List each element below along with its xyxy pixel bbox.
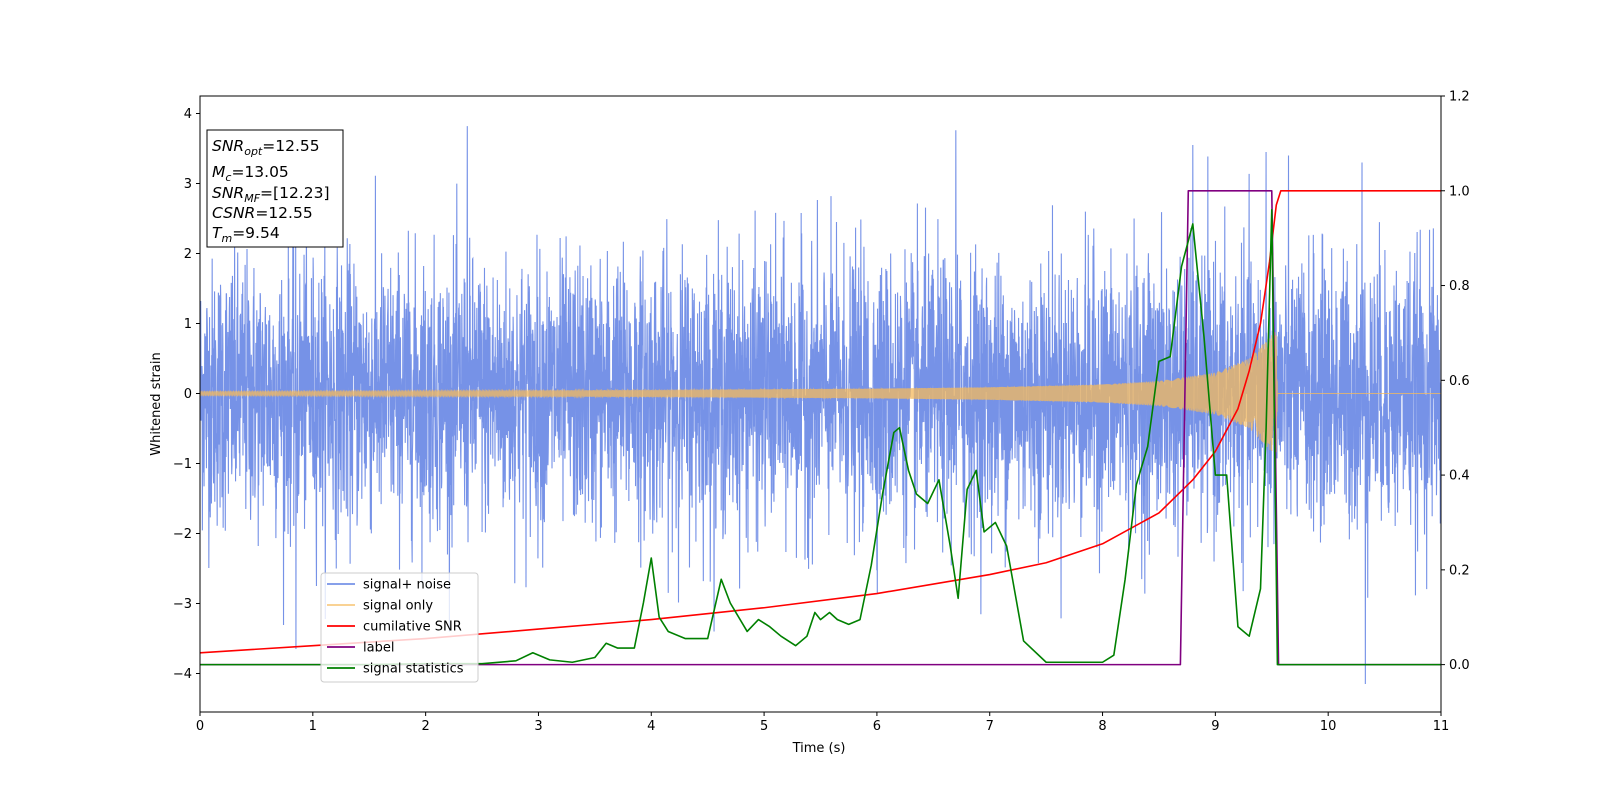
x-tick-label: 11	[1433, 719, 1450, 734]
x-tick-label: 10	[1320, 719, 1337, 734]
y-axis-label: Whitened strain	[149, 352, 164, 455]
y-left-tick-label: 2	[184, 247, 192, 262]
legend-frame	[320, 572, 479, 683]
y-right-tick-label: 0.0	[1449, 658, 1470, 673]
y-left-tick-label: 1	[184, 317, 192, 332]
axes-ticks: 0 1 2 3 4 5 6 7 8 9 10 1143210−1−2−3−41.21.00.80.60…	[173, 90, 1470, 735]
x-tick-label: 9	[1211, 719, 1219, 734]
y-left-tick-label: −4	[173, 667, 192, 682]
x-tick-label: 5	[760, 719, 768, 734]
x-tick-label: 1	[309, 719, 317, 734]
y-right-tick-label: 0.6	[1449, 374, 1470, 389]
y-left-tick-label: −2	[173, 527, 192, 542]
y-left-tick-label: −1	[173, 457, 192, 472]
legend-label: signal+ noise	[363, 578, 451, 593]
legend-label: cumilative SNR	[363, 620, 462, 635]
y-right-tick-label: 1.0	[1449, 184, 1470, 199]
annotation-snr-opt: SNRopt=12.55	[212, 137, 320, 158]
annotation-frame	[206, 129, 344, 248]
x-tick-label: 7	[986, 719, 994, 734]
y-left-tick-label: 3	[184, 177, 192, 192]
y-left-tick-label: 0	[184, 387, 192, 402]
y-right-tick-label: 0.4	[1449, 469, 1470, 484]
x-tick-label: 3	[534, 719, 542, 734]
annotation-csnr: CSNR=12.55	[212, 204, 313, 222]
x-tick-label: 8	[1098, 719, 1106, 734]
axes-frame	[199, 95, 1442, 713]
legend: signal+ noise signal only cumilative SNR la…	[320, 572, 479, 683]
x-tick-label: 2	[421, 719, 429, 734]
y-left-tick-label: 4	[184, 107, 192, 122]
x-axis-label: Time (s)	[792, 741, 846, 756]
y-left-tick-label: −3	[173, 597, 192, 612]
legend-label: label	[363, 641, 394, 656]
annotation-box: SNRopt=12.55 Mc=13.05 SNRMF=[12.23] CSNR…	[206, 129, 344, 248]
series-signal-only-line	[200, 332, 1441, 455]
legend-label: signal only	[363, 599, 433, 614]
y-right-tick-label: 1.2	[1449, 90, 1470, 105]
y-right-tick-label: 0.8	[1449, 279, 1470, 294]
annotation-tm: Tm=9.54	[212, 224, 280, 245]
y-right-tick-label: 0.2	[1449, 563, 1470, 578]
plot-area	[200, 126, 1441, 685]
annotation-mc: Mc=13.05	[212, 163, 289, 184]
x-tick-label: 4	[647, 719, 655, 734]
series-signal-statistics-line	[200, 208, 1441, 666]
x-tick-label: 0	[196, 719, 204, 734]
x-tick-label: 6	[873, 719, 881, 734]
legend-label: signal statistics	[363, 662, 464, 677]
annotation-snr-mf: SNRMF=[12.23]	[212, 184, 330, 205]
